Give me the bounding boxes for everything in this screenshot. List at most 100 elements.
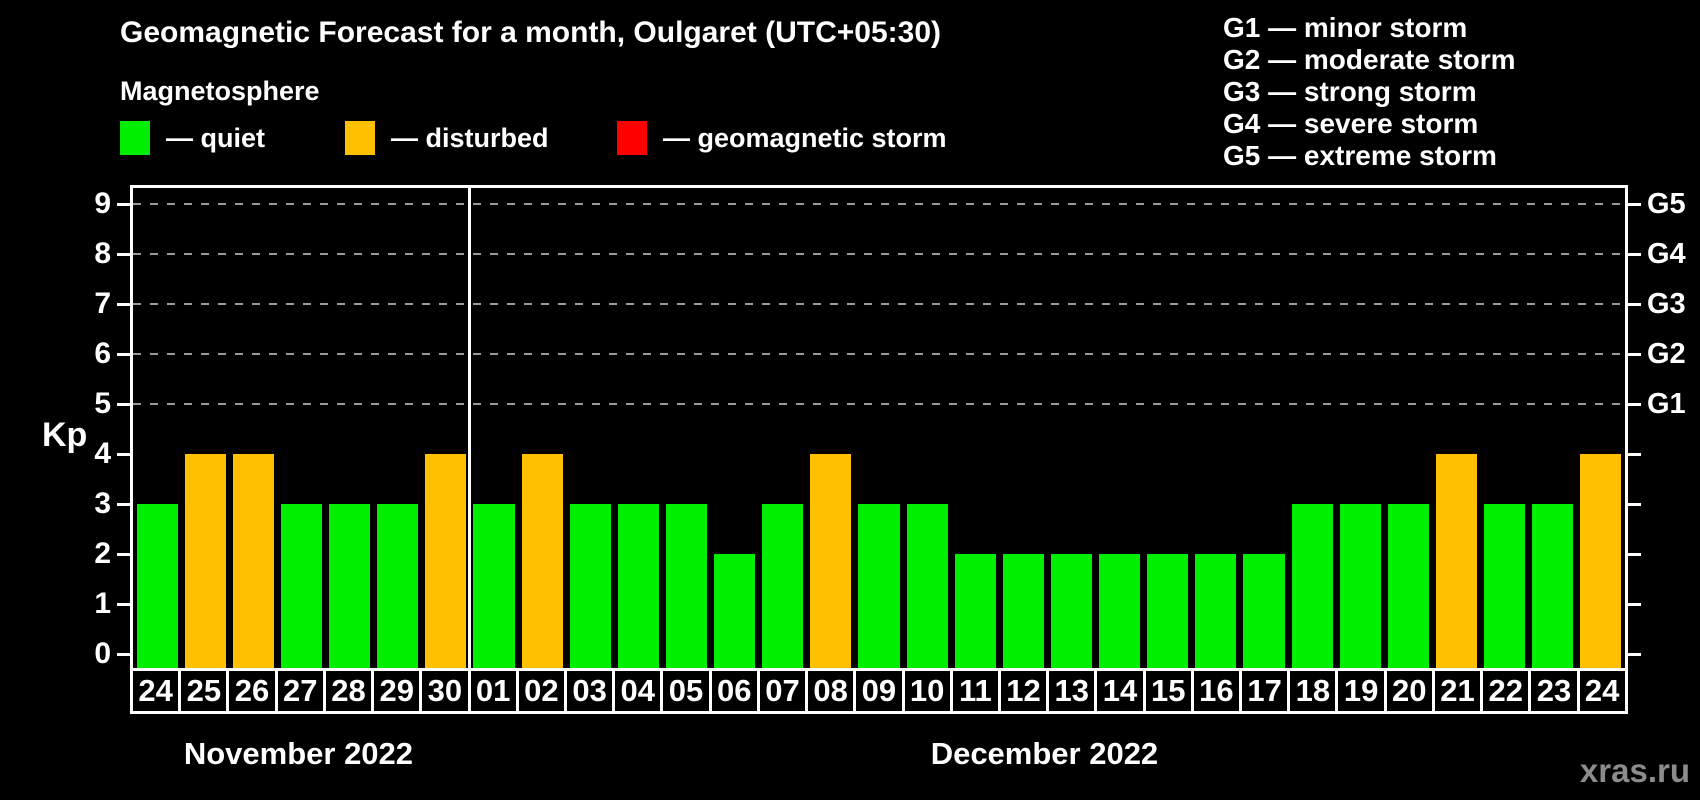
kp-bar-day-20 bbox=[1387, 504, 1429, 671]
left-tick-9 bbox=[117, 202, 130, 206]
kp-bar-day-26 bbox=[232, 454, 274, 671]
kp-bar-day-04 bbox=[617, 504, 659, 671]
date-cell: 28 bbox=[322, 668, 375, 714]
date-cell: 08 bbox=[805, 668, 857, 714]
right-tick-9 bbox=[1628, 202, 1641, 206]
y-tick-label-5: 5 bbox=[94, 387, 111, 420]
kp-bar-day-01 bbox=[473, 504, 515, 671]
date-cell: 03 bbox=[563, 668, 616, 714]
date-cell: 05 bbox=[660, 668, 712, 714]
right-tick-6 bbox=[1628, 352, 1641, 356]
g-legend-line: G1 — minor storm bbox=[1223, 12, 1468, 43]
date-cell: 12 bbox=[997, 668, 1050, 714]
left-tick-2 bbox=[117, 552, 130, 556]
kp-bar-day-13 bbox=[1050, 554, 1093, 671]
month-label: December 2022 bbox=[930, 736, 1159, 771]
kp-bar-day-29 bbox=[377, 504, 419, 671]
gridline-kp-6 bbox=[133, 353, 1625, 355]
date-cell: 24 bbox=[1576, 668, 1628, 714]
kp-bar-day-06 bbox=[714, 554, 756, 671]
y-tick-label-1: 1 bbox=[94, 587, 111, 620]
g-scale-legend: G1 — minor storm G2 — moderate storm G3 — … bbox=[1223, 12, 1516, 172]
y-tick-label-3: 3 bbox=[94, 487, 111, 520]
date-axis-strip: 24 25 26 27 28 29 30 01 02 03 04 05 06 07 08 09 10 11 12 13… bbox=[130, 668, 1628, 714]
quiet-swatch-icon bbox=[120, 121, 150, 155]
right-tick-0 bbox=[1628, 652, 1641, 656]
date-cell: 27 bbox=[274, 668, 326, 714]
date-cell: 25 bbox=[178, 668, 230, 714]
chart-title: Geomagnetic Forecast for a month, Oulgar… bbox=[120, 16, 942, 49]
right-tick-5 bbox=[1628, 402, 1641, 406]
date-cell: 26 bbox=[226, 668, 278, 714]
kp-bar-day-05 bbox=[665, 504, 708, 671]
gridline-kp-8 bbox=[133, 253, 1625, 255]
y-axis-label: Kp bbox=[42, 416, 88, 454]
kp-bar-day-02 bbox=[521, 454, 563, 671]
g-legend-line: G3 — strong storm bbox=[1223, 76, 1477, 107]
kp-bar-day-22 bbox=[1484, 504, 1526, 671]
chart-subtitle: Magnetosphere bbox=[120, 76, 320, 106]
kp-bar-day-11 bbox=[954, 554, 996, 671]
kp-bar-day-24 bbox=[1580, 454, 1622, 671]
y-tick-label-8: 8 bbox=[94, 237, 111, 270]
date-cell: 19 bbox=[1335, 668, 1387, 714]
kp-bar-day-14 bbox=[1099, 554, 1141, 671]
date-cell: 02 bbox=[515, 668, 567, 714]
date-cell: 17 bbox=[1239, 668, 1291, 714]
right-tick-1 bbox=[1628, 602, 1641, 606]
kp-bar-day-21 bbox=[1435, 454, 1478, 671]
right-tick-4 bbox=[1628, 452, 1641, 456]
watermark: xras.ru bbox=[1579, 752, 1690, 789]
kp-bar-day-15 bbox=[1147, 554, 1189, 671]
date-cell: 15 bbox=[1142, 668, 1194, 714]
left-tick-7 bbox=[117, 302, 130, 306]
gridline-kp-7 bbox=[133, 303, 1625, 305]
disturbed-swatch-icon bbox=[345, 121, 375, 155]
g-legend-line: G5 — extreme storm bbox=[1223, 140, 1497, 171]
left-tick-6 bbox=[117, 352, 130, 356]
date-cell: 11 bbox=[949, 668, 1001, 714]
left-tick-0 bbox=[117, 652, 130, 656]
date-cell: 21 bbox=[1431, 668, 1484, 714]
kp-bar-day-10 bbox=[906, 504, 948, 671]
date-cell: 07 bbox=[756, 668, 809, 714]
kp-bar-day-18 bbox=[1291, 504, 1333, 671]
kp-bar-day-30 bbox=[425, 454, 467, 671]
date-cell: 10 bbox=[901, 668, 953, 714]
left-tick-1 bbox=[117, 602, 130, 606]
left-tick-8 bbox=[117, 252, 130, 256]
left-tick-5 bbox=[117, 402, 130, 406]
right-axis-label-G2: G2 bbox=[1647, 338, 1686, 370]
left-tick-4 bbox=[117, 452, 130, 456]
right-tick-3 bbox=[1628, 502, 1641, 506]
kp-bar-day-07 bbox=[762, 504, 804, 671]
gridline-kp-9 bbox=[133, 203, 1625, 205]
right-tick-8 bbox=[1628, 252, 1641, 256]
kp-bar-day-23 bbox=[1532, 504, 1574, 671]
kp-bar-day-12 bbox=[1002, 554, 1044, 671]
date-cell: 18 bbox=[1287, 668, 1339, 714]
kp-bar-day-28 bbox=[329, 504, 371, 671]
right-tick-7 bbox=[1628, 302, 1641, 306]
date-cell: 30 bbox=[419, 668, 471, 714]
month-label: November 2022 bbox=[183, 736, 414, 771]
y-tick-label-4: 4 bbox=[94, 437, 111, 470]
month-separator-line bbox=[468, 188, 472, 671]
kp-bar-day-24 bbox=[136, 504, 178, 671]
date-cell: 23 bbox=[1528, 668, 1580, 714]
date-cell: 06 bbox=[708, 668, 760, 714]
date-cell: 09 bbox=[853, 668, 905, 714]
g-legend-line: G4 — severe storm bbox=[1223, 108, 1479, 139]
left-tick-3 bbox=[117, 502, 130, 506]
date-cell: 29 bbox=[371, 668, 423, 714]
date-cell: 04 bbox=[612, 668, 664, 714]
g-legend-line: G2 — moderate storm bbox=[1223, 44, 1516, 75]
kp-bar-day-19 bbox=[1339, 504, 1381, 671]
storm-swatch-icon bbox=[617, 121, 647, 155]
date-cell: 13 bbox=[1046, 668, 1098, 714]
right-axis-label-G1: G1 bbox=[1647, 388, 1686, 420]
y-tick-label-7: 7 bbox=[94, 287, 111, 320]
date-cell: 20 bbox=[1383, 668, 1435, 714]
kp-bar-day-08 bbox=[810, 454, 852, 671]
date-cell: 14 bbox=[1094, 668, 1146, 714]
